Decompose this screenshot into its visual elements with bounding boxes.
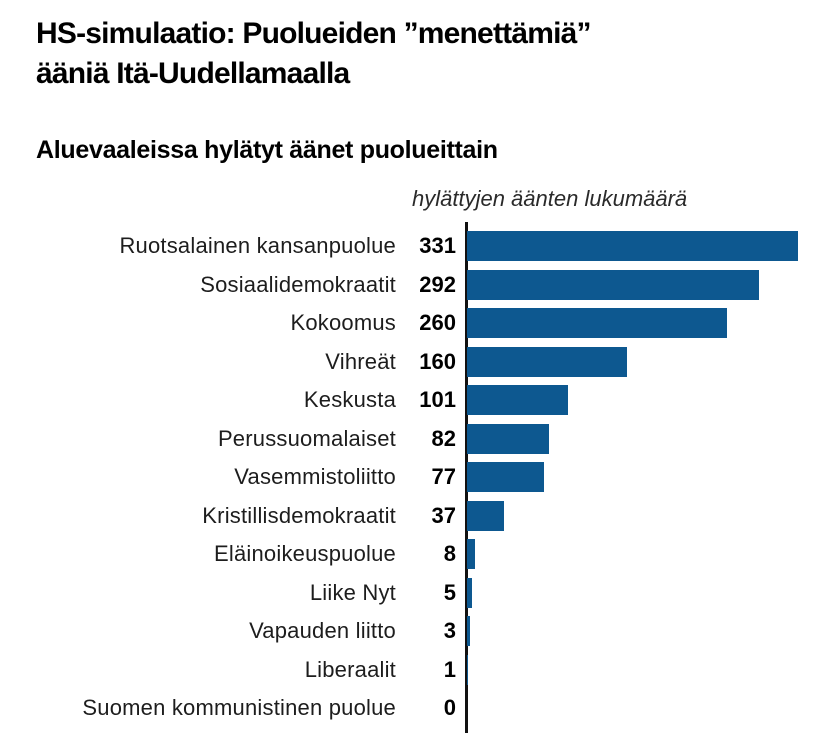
bar: [467, 385, 568, 415]
bar: [467, 654, 468, 685]
bar-chart-rows: Ruotsalainen kansanpuolue 331 Sosiaalide…: [0, 231, 825, 743]
bar: [467, 269, 759, 300]
bar-row: Kokoomus 260: [0, 308, 825, 338]
bar: [467, 539, 475, 569]
value-label: 37: [431, 502, 456, 528]
value-label: 160: [419, 348, 456, 374]
bar: [467, 231, 798, 261]
bar-row: Ruotsalainen kansanpuolue 331: [0, 231, 825, 261]
category-label: Eläinoikeuspuolue: [214, 541, 396, 566]
bar-row: Liike Nyt 5: [0, 577, 825, 608]
bar-row: Vapauden liitto 3: [0, 616, 825, 646]
category-label: Kristillisdemokraatit: [202, 502, 396, 528]
bar: [467, 577, 472, 608]
category-label: Keskusta: [303, 387, 396, 412]
value-label: 82: [431, 425, 456, 451]
value-label: 292: [419, 271, 456, 297]
category-label: Ruotsalainen kansanpuolue: [119, 233, 396, 258]
page-title: HS-simulaatio: Puolueiden ”menettämiä” ä…: [36, 14, 796, 94]
value-label: 260: [419, 310, 456, 335]
value-label: 331: [419, 233, 456, 258]
bar-row: Keskusta 101: [0, 385, 825, 415]
value-label: 5: [443, 579, 456, 605]
page-title-line-1: HS-simulaatio: Puolueiden ”menettämiä”: [36, 17, 592, 50]
bar: [467, 308, 727, 338]
bar-row: Eläinoikeuspuolue 8: [0, 539, 825, 569]
bar-row: Kristillisdemokraatit 37: [0, 500, 825, 531]
bar-row: Suomen kommunistinen puolue 0: [0, 693, 825, 723]
bar-row: Vihreät 160: [0, 346, 825, 377]
bar: [467, 616, 470, 646]
category-label: Vasemmistoliitto: [234, 464, 396, 489]
bar: [467, 462, 544, 492]
category-label: Vihreät: [325, 348, 396, 374]
bar-row: Liberaalit 1: [0, 654, 825, 685]
bar-row: Vasemmistoliitto 77: [0, 462, 825, 492]
value-label: 8: [443, 541, 456, 566]
y-axis-line: [465, 222, 468, 733]
category-label: Liberaalit: [304, 656, 396, 682]
value-label: 101: [419, 387, 456, 412]
category-label: Sosiaalidemokraatit: [200, 271, 396, 297]
bar: [467, 423, 549, 454]
category-label: Vapauden liitto: [249, 618, 396, 643]
value-label: 0: [443, 695, 456, 720]
bar-row: Sosiaalidemokraatit 292: [0, 269, 825, 300]
category-label: Perussuomalaiset: [217, 425, 396, 451]
category-label: Liike Nyt: [309, 579, 396, 605]
category-label: Suomen kommunistinen puolue: [82, 695, 396, 720]
value-label: 3: [443, 618, 456, 643]
bar-row: Perussuomalaiset 82: [0, 423, 825, 454]
bar: [467, 500, 504, 531]
axis-label: hylättyjen äänten lukumäärä: [412, 186, 688, 211]
chart-title: Aluevaaleissa hylätyt äänet puolueittain: [36, 136, 498, 164]
category-label: Kokoomus: [290, 310, 396, 335]
value-label: 77: [431, 464, 456, 489]
value-label: 1: [443, 656, 456, 682]
bar: [467, 346, 627, 377]
page-title-line-2: ääniä Itä-Uudellamaalla: [36, 57, 350, 90]
